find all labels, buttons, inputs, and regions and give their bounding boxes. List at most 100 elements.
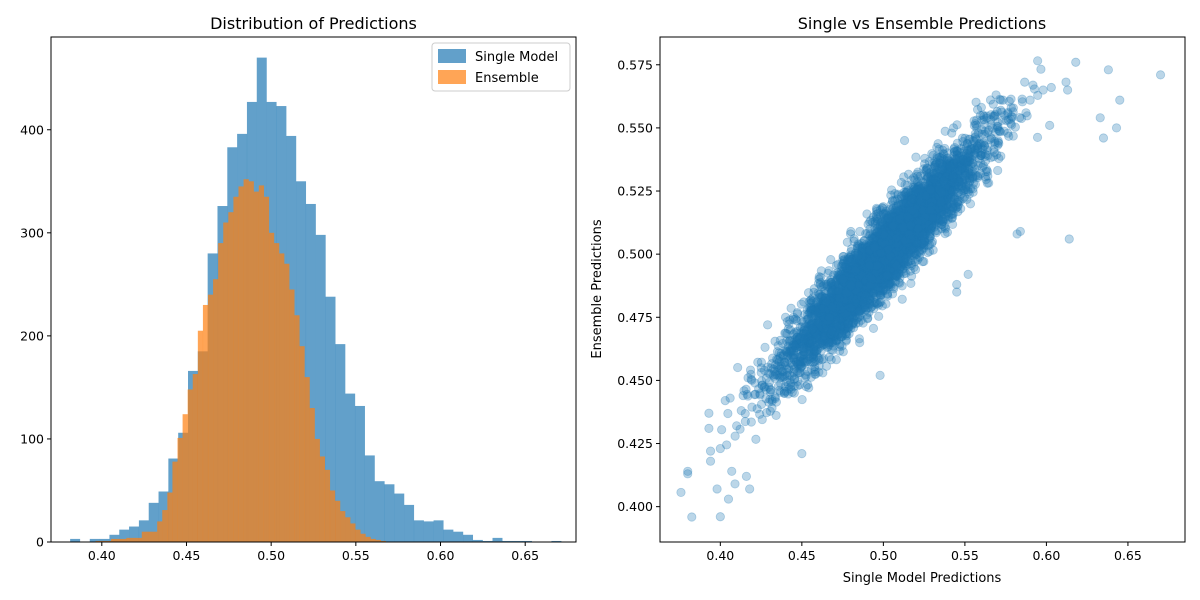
scatter-point xyxy=(831,291,841,301)
scatter-point xyxy=(926,200,936,211)
scatter-point xyxy=(850,292,860,302)
scatter-point xyxy=(844,269,854,279)
histogram-bar-ensemble xyxy=(233,196,239,543)
scatter-point xyxy=(822,303,832,314)
scatter-point xyxy=(970,132,980,143)
scatter-point xyxy=(913,240,923,250)
scatter-point xyxy=(865,273,875,283)
scatter-point xyxy=(855,226,865,237)
y-tick-label: 0 xyxy=(36,535,44,550)
histogram-bar-single-model xyxy=(354,405,365,542)
scatter-point xyxy=(875,252,885,262)
scatter-point xyxy=(896,246,906,256)
scatter-point xyxy=(927,213,938,223)
scatter-point xyxy=(760,382,770,392)
scatter-point xyxy=(885,234,895,244)
scatter-point xyxy=(876,249,886,259)
scatter-point xyxy=(894,229,904,240)
scatter-point xyxy=(920,188,931,198)
scatter-point xyxy=(877,258,887,268)
scatter-point xyxy=(826,332,836,342)
scatter-point xyxy=(889,245,899,255)
scatter-point xyxy=(903,250,913,260)
histogram-bar-ensemble xyxy=(141,531,158,542)
scatter-point xyxy=(932,194,942,204)
scatter-point xyxy=(846,298,857,308)
scatter-point xyxy=(717,425,727,435)
scatter-point xyxy=(887,260,897,271)
histogram-bar-single-model xyxy=(89,538,100,542)
scatter-point xyxy=(890,225,901,235)
scatter-point xyxy=(924,219,934,230)
scatter-point xyxy=(880,265,890,275)
scatter-point xyxy=(827,319,837,329)
scatter-point xyxy=(808,304,818,315)
scatter-point xyxy=(863,264,874,274)
scatter-point xyxy=(923,204,933,214)
scatter-point xyxy=(877,264,888,275)
scatter-point xyxy=(760,342,770,352)
scatter-point xyxy=(879,224,889,234)
histogram-bar-ensemble xyxy=(263,196,270,543)
scatter-point xyxy=(857,260,867,270)
scatter-points xyxy=(676,56,1166,522)
scatter-point xyxy=(879,264,889,275)
scatter-point xyxy=(889,239,899,249)
scatter-point xyxy=(895,235,905,246)
scatter-point xyxy=(943,183,953,194)
scatter-point xyxy=(880,226,890,236)
x-tick-label: 0.50 xyxy=(257,548,285,563)
scatter-point xyxy=(832,309,842,319)
scatter-point xyxy=(821,306,832,316)
scatter-point xyxy=(842,319,852,329)
scatter-point xyxy=(842,272,852,282)
scatter-point xyxy=(939,194,949,204)
scatter-point xyxy=(843,322,853,332)
scatter-point xyxy=(856,288,867,298)
scatter-point xyxy=(932,214,943,224)
scatter-point xyxy=(938,160,948,170)
scatter-point xyxy=(926,194,936,204)
scatter-point xyxy=(850,293,860,304)
scatter-point xyxy=(959,192,970,202)
scatter-point xyxy=(884,241,894,252)
scatter-point xyxy=(879,250,889,260)
scatter-point xyxy=(899,172,909,182)
scatter-point xyxy=(890,232,900,242)
scatter-point xyxy=(863,272,873,283)
scatter-point xyxy=(811,369,821,379)
scatter-point xyxy=(788,360,798,370)
scatter-point xyxy=(868,249,878,259)
scatter-point xyxy=(802,337,812,348)
scatter-point xyxy=(849,285,859,296)
histogram-bar-ensemble xyxy=(289,289,295,542)
scatter-point xyxy=(958,163,968,173)
scatter-point xyxy=(939,214,949,224)
scatter-point xyxy=(874,250,884,260)
scatter-point xyxy=(894,259,904,269)
scatter-point xyxy=(997,115,1007,125)
scatter-point xyxy=(833,280,843,290)
scatter-point xyxy=(861,254,871,265)
scatter-point xyxy=(784,363,794,374)
scatter-point xyxy=(848,296,858,306)
scatter-point xyxy=(1029,84,1040,94)
scatter-point xyxy=(903,204,913,214)
scatter-point xyxy=(906,215,916,225)
histogram-bar-single-model xyxy=(394,493,405,542)
scatter-point xyxy=(932,203,942,213)
scatter-point xyxy=(890,277,901,287)
scatter-point xyxy=(880,245,890,255)
scatter-point xyxy=(921,192,932,202)
scatter-point xyxy=(818,325,829,335)
scatter-point xyxy=(961,151,971,161)
scatter-point xyxy=(862,253,873,263)
scatter-point xyxy=(752,404,762,414)
histogram-bar-single-model xyxy=(345,393,356,542)
scatter-point xyxy=(859,236,869,246)
scatter-point xyxy=(876,240,886,250)
scatter-point xyxy=(835,322,845,332)
scatter-point xyxy=(852,275,862,286)
scatter-point xyxy=(1004,131,1014,141)
